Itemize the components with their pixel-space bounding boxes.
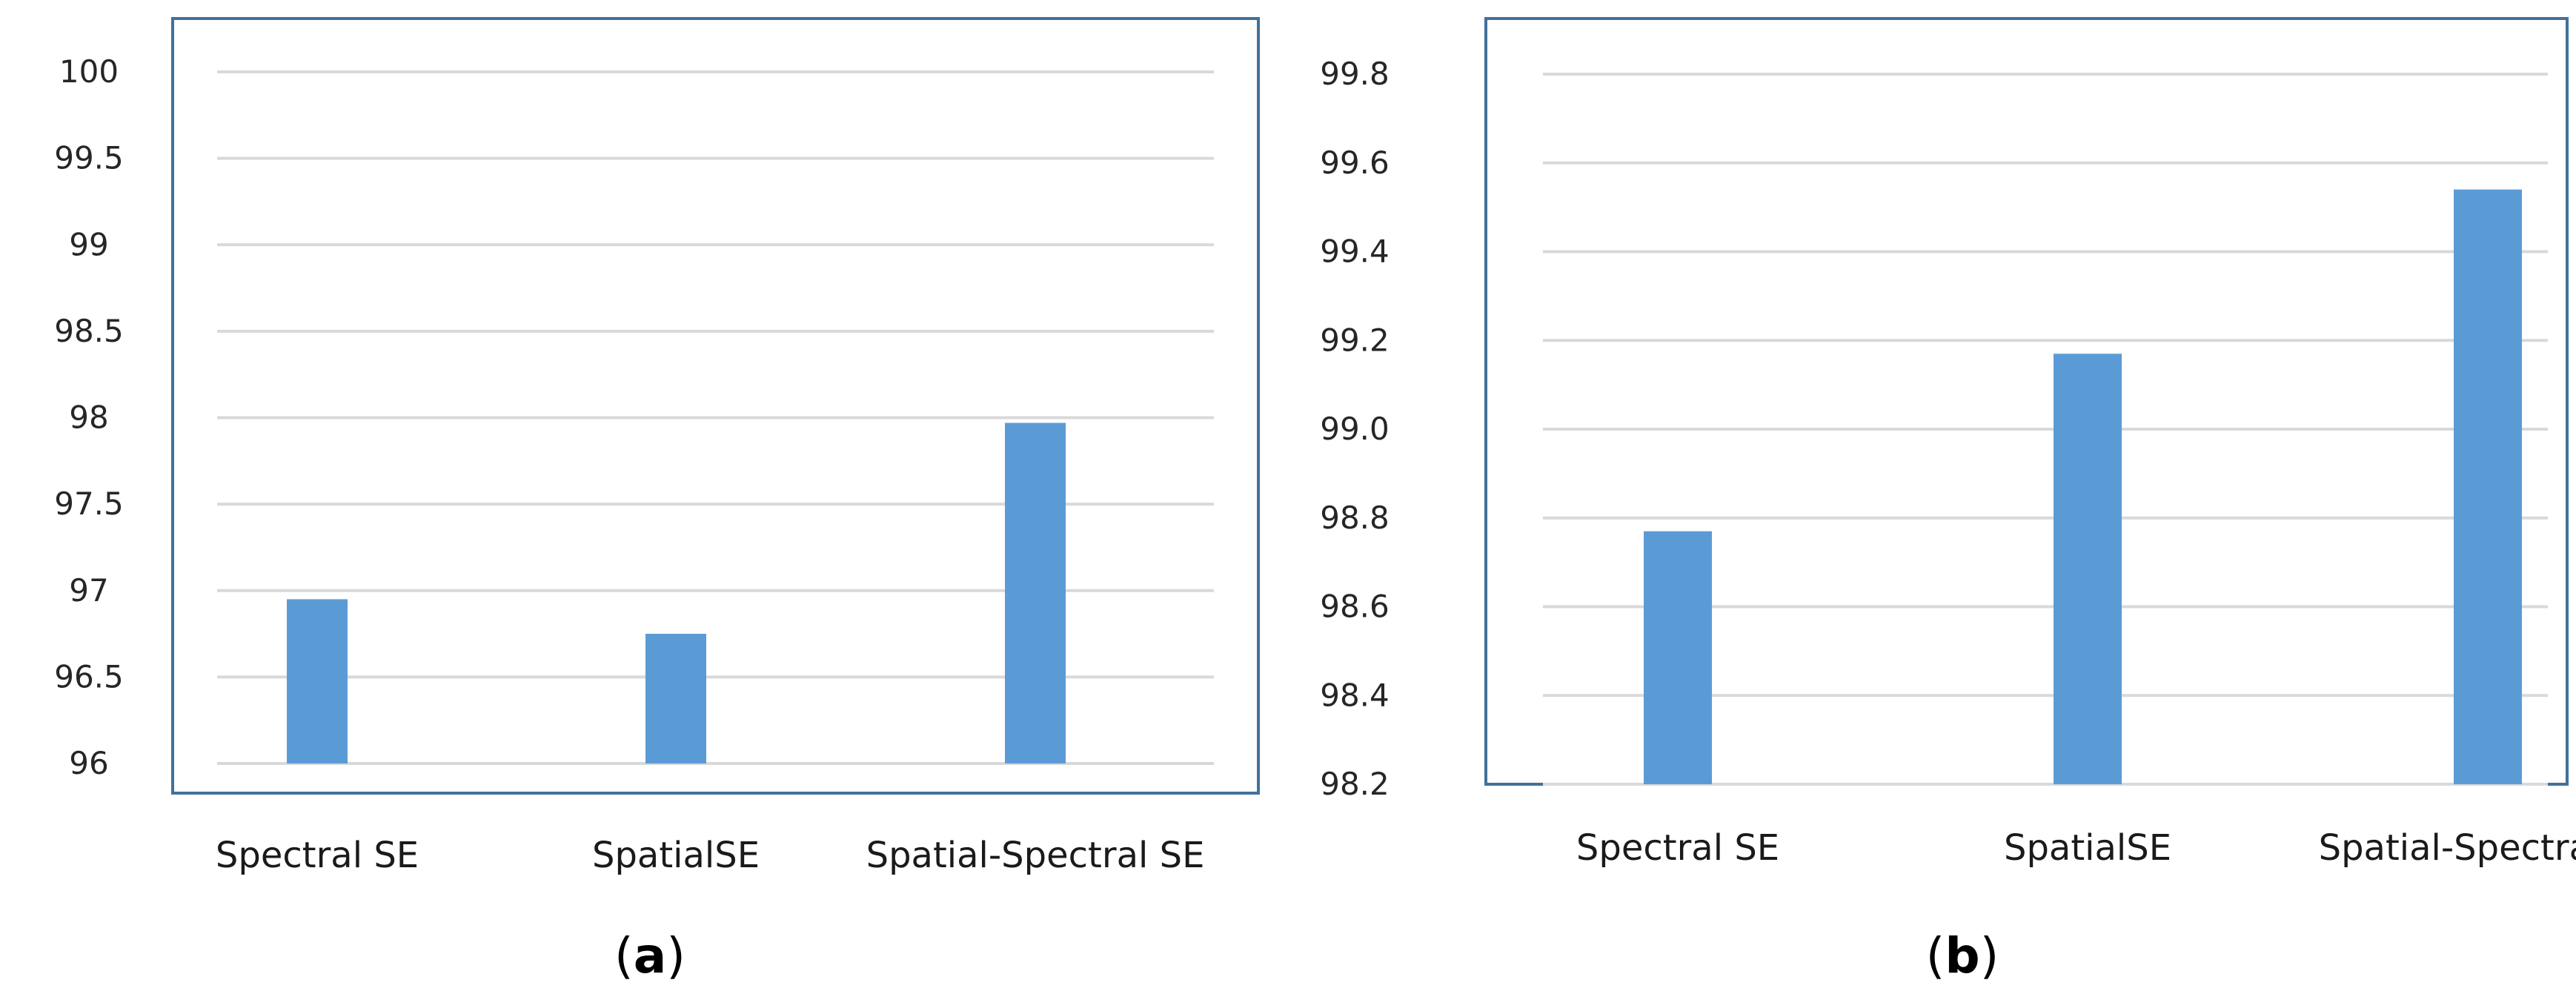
y-tick-label: 99.5 — [54, 140, 124, 176]
y-tick-label: 97.5 — [54, 486, 124, 522]
y-tick-label: 99.8 — [1320, 56, 1390, 92]
y-tick-label: 98.4 — [1320, 677, 1390, 713]
y-tick-label: 99 — [69, 226, 108, 262]
y-tick-label: 97 — [69, 572, 108, 609]
bar-spectral-se — [287, 599, 348, 763]
category-label: Spectral SE — [1576, 827, 1779, 869]
chart-a-caption: (a) — [614, 927, 686, 984]
category-label: SpatialSE — [2004, 827, 2171, 869]
bar-spatial-spectral-se — [1005, 423, 1066, 763]
chart-b-caption: (b) — [1926, 927, 1999, 984]
y-tick-label: 98.2 — [1320, 766, 1390, 802]
category-label: Spatial-Spectral SE — [866, 835, 1205, 876]
y-tick-label: 99.4 — [1320, 233, 1390, 270]
y-tick-label: 99.6 — [1320, 145, 1390, 181]
y-tick-label: 98.6 — [1320, 589, 1390, 625]
bar-spatialse — [2054, 354, 2122, 784]
y-tick-label: 99.2 — [1320, 322, 1390, 358]
y-tick-label: 100 — [59, 53, 119, 90]
y-tick-label: 96 — [69, 745, 108, 781]
chart-b-bars — [1644, 189, 2522, 785]
y-tick-label: 98.8 — [1320, 500, 1390, 536]
chart-b-y-tick-labels: 98.2 98.4 98.6 98.8 99.0 99.2 99.4 99.6 99.8 — [1320, 56, 1390, 802]
chart-a-y-tick-labels: 96 96.5 97 97.5 98 98.5 99 99.5 100 — [54, 53, 124, 781]
bar-spatial-spectral-se — [2454, 189, 2522, 785]
chart-panel-b: 98.2 98.4 98.6 98.8 99.0 99.2 99.4 99.6 99.8 Spe… — [1320, 17, 2576, 984]
chart-a-category-labels: Spectral SE SpatialSE Spatial-Spectral SE — [216, 835, 1205, 876]
y-tick-label: 98 — [69, 400, 108, 436]
chart-a-bars — [287, 423, 1066, 763]
y-tick-label: 99.0 — [1320, 411, 1390, 447]
chart-b-category-labels: Spectral SE SpatialSE Spatial-Spectral SE — [1576, 827, 2576, 869]
y-tick-label: 98.5 — [54, 313, 124, 349]
bar-spectral-se — [1644, 531, 1712, 784]
bar-spatialse — [645, 634, 706, 763]
y-tick-label: 96.5 — [54, 658, 124, 695]
category-label: SpatialSE — [592, 835, 760, 876]
category-label: Spatial-Spectral SE — [2319, 827, 2576, 869]
category-label: Spectral SE — [216, 835, 419, 876]
